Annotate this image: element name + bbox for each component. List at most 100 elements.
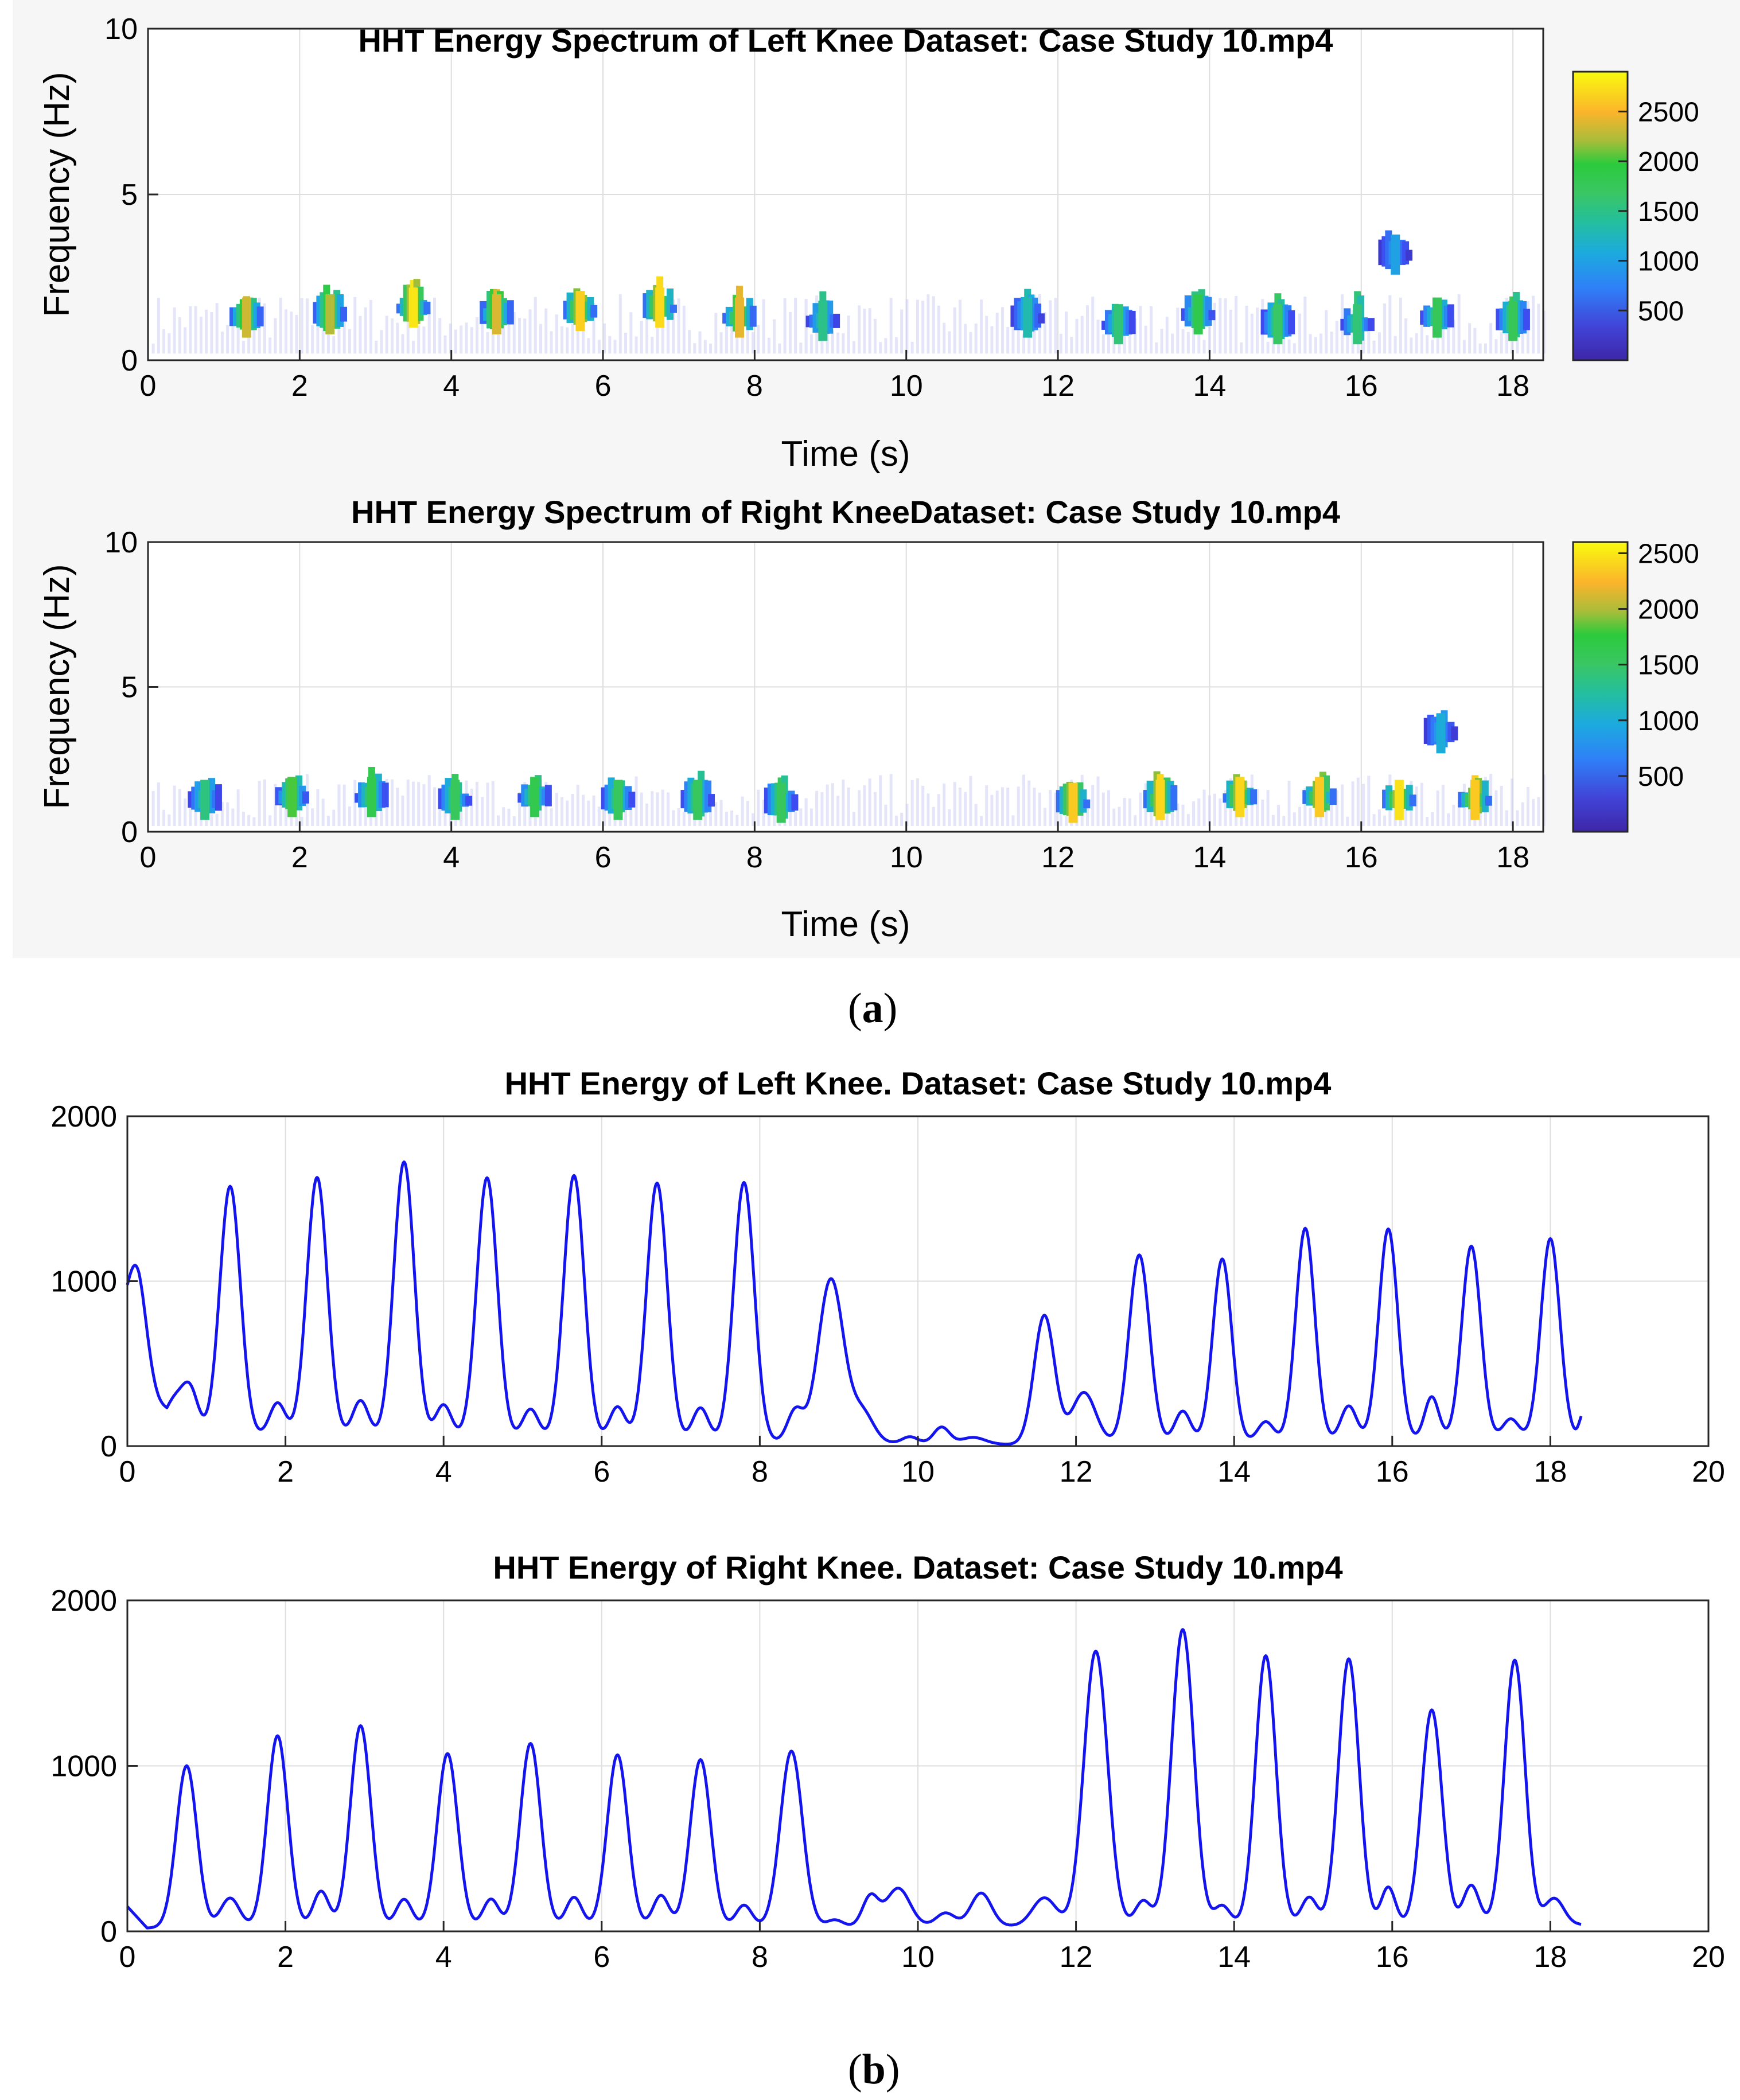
spectrum-background-streak [401, 334, 404, 354]
x-tick-label: 18 [1533, 1941, 1567, 1974]
spectrum-background-streak [592, 795, 595, 826]
spectrum-cell [1083, 799, 1091, 809]
chart-energy-right: 0 2 4 6 8 10 12 14 16 18 20 0 1000 2000 HHT Energy of… [50, 1549, 1725, 1974]
spectrum-background-streak [1107, 790, 1110, 826]
spectrum-background-streak [879, 342, 882, 354]
x-tick-label: 0 [140, 369, 157, 403]
spectrum-background-streak [995, 790, 999, 826]
x-tick-label: 8 [752, 1455, 768, 1489]
spectrum-background-streak [284, 309, 287, 354]
spectrum-background-streak [1410, 337, 1413, 354]
y-tick-label: 2000 [50, 1584, 117, 1618]
spectrum-background-streak [353, 297, 357, 354]
spectrum-blob [764, 775, 799, 823]
spectrum-background-streak [672, 299, 675, 354]
spectrum-background-streak [481, 797, 484, 826]
spectrum-background-streak [173, 307, 176, 354]
spectrum-background-streak [842, 333, 845, 354]
spectrum-cell [590, 305, 598, 318]
spectrum-background-streak [1181, 804, 1185, 826]
spectrum-background-streak [910, 341, 914, 354]
spectrum-background-streak [809, 334, 813, 354]
spectrum-background-streak [184, 327, 187, 354]
spectrum-background-streak [194, 306, 197, 354]
spectrum-background-streak [863, 309, 866, 354]
spectrum-background-streak [873, 318, 877, 354]
spectrum-background-streak [348, 806, 351, 826]
ticks: 0 2 4 6 8 10 12 14 16 18 0 5 10 [104, 13, 1529, 403]
spectrum-background-streak [995, 313, 999, 354]
x-tick-label: 6 [595, 369, 612, 403]
spectrum-peak [776, 782, 786, 823]
spectrum-background-streak [189, 306, 192, 354]
spectrum-background-streak [719, 332, 723, 354]
ticks: 0 2 4 6 8 10 12 14 16 18 0 5 10 [104, 526, 1529, 874]
x-tick-label: 16 [1345, 369, 1378, 403]
spectrum-background-streak [427, 310, 431, 354]
spectrum-background-streak [199, 317, 203, 354]
spectrum-blob [680, 770, 715, 820]
spectrum-background-streak [497, 815, 500, 826]
spectrum-background-streak [629, 312, 633, 354]
spectrum-background-streak [1150, 306, 1153, 354]
spectrum-background-streak [709, 343, 713, 354]
spectrum-peak [492, 294, 501, 334]
spectrum-background-streak [725, 306, 728, 354]
spectrum-background-streak [1064, 816, 1068, 826]
x-tick-label: 10 [901, 1941, 935, 1974]
spectrum-background-streak [173, 785, 176, 826]
spectrum-background-streak [1494, 790, 1498, 826]
spectrum-background-streak [1027, 780, 1031, 826]
spectrum-cell [1367, 318, 1375, 332]
spectrum-background-streak [1202, 340, 1206, 354]
spectrum-peak [1391, 234, 1400, 275]
spectrum-peak [1235, 777, 1245, 817]
spectrum-background-streak [1431, 340, 1434, 354]
spectrum-background-streak [1282, 816, 1286, 826]
spectrum-background-streak [635, 336, 638, 354]
spectrum-background-streak [1192, 801, 1196, 826]
spectrum-cell [544, 785, 552, 807]
spectrum-peak [693, 780, 703, 820]
colorbar-tick-label: 1000 [1638, 706, 1699, 737]
spectrum-background-streak [1505, 810, 1508, 826]
spectrum-background-streak [571, 324, 574, 354]
spectrum-background-streak [958, 299, 962, 354]
spectrum-background-streak [300, 816, 303, 826]
spectrum-background-streak [1351, 781, 1354, 826]
spectrum-background-streak [168, 333, 171, 354]
spectrum-background-streak [943, 783, 946, 826]
energy-line [126, 1628, 1582, 1930]
x-tick-label: 0 [140, 841, 157, 874]
spectrum-background-streak [1441, 784, 1445, 826]
spectrum-background-streak [1139, 792, 1142, 826]
spectrum-background-streak [927, 294, 930, 354]
spectrum-background-streak [1314, 337, 1317, 354]
spectrum-cell [628, 792, 636, 808]
spectrum-background-streak [762, 800, 765, 826]
spectrum-cell [1208, 310, 1216, 321]
spectrum-background-streak [1171, 798, 1174, 826]
spectrum-background-streak [1165, 317, 1169, 354]
spectrum-blob [396, 279, 431, 328]
spectrum-background-streak [894, 337, 898, 354]
chart-title: HHT Energy Spectrum of Left Knee Dataset… [358, 22, 1333, 59]
spectrum-background-streak [268, 815, 272, 826]
spectrum-cell [1329, 788, 1337, 805]
spectrum-background-streak [979, 299, 983, 354]
spectrum-cell [302, 791, 309, 804]
x-tick-label: 14 [1193, 841, 1227, 874]
chart-spectrum-right: 0 2 4 6 8 10 12 14 16 18 0 5 10 HHT Energy Spectrum … [37, 494, 1699, 944]
spectrum-background-streak [406, 780, 410, 826]
spectrum-background-streak [337, 329, 341, 354]
spectrum-background-streak [1287, 339, 1291, 354]
spectrum-background-streak [788, 311, 792, 354]
spectrum-background-streak [252, 320, 256, 354]
spectrum-background-streak [847, 315, 850, 354]
spectrum-background-streak [460, 325, 463, 354]
spectrum-blob [1496, 291, 1530, 341]
spectrum-cell [669, 305, 677, 313]
colorbar-tick-label: 500 [1638, 296, 1684, 326]
colorbar [1572, 541, 1629, 833]
spectrum-background-streak [762, 299, 765, 354]
